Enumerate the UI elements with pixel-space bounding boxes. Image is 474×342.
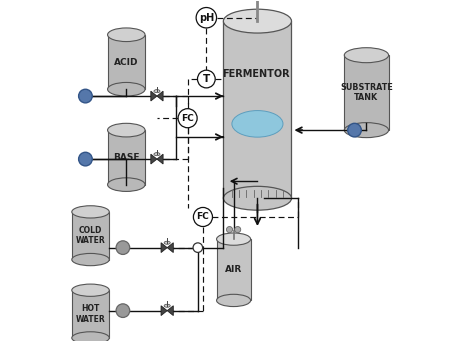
Circle shape	[235, 226, 241, 233]
Ellipse shape	[108, 28, 145, 42]
Ellipse shape	[223, 9, 292, 33]
Bar	[72, 212, 109, 260]
Text: HOT
WATER: HOT WATER	[76, 304, 105, 324]
Text: FC: FC	[197, 212, 210, 222]
Polygon shape	[161, 306, 167, 316]
Bar	[217, 239, 251, 300]
Text: pH: pH	[199, 13, 214, 23]
Text: T: T	[203, 74, 210, 84]
Ellipse shape	[72, 332, 109, 342]
Circle shape	[116, 304, 130, 317]
Circle shape	[198, 70, 215, 88]
Text: BASE: BASE	[113, 153, 139, 162]
Bar	[108, 130, 145, 185]
Ellipse shape	[164, 241, 170, 244]
Ellipse shape	[108, 178, 145, 192]
Ellipse shape	[154, 153, 160, 156]
Ellipse shape	[108, 123, 145, 137]
Bar	[72, 290, 109, 338]
Polygon shape	[167, 243, 173, 252]
Ellipse shape	[344, 48, 389, 63]
Circle shape	[348, 123, 361, 137]
Bar	[344, 55, 389, 130]
Circle shape	[227, 226, 233, 233]
Text: FERMENTOR: FERMENTOR	[222, 69, 290, 79]
Polygon shape	[161, 243, 167, 252]
Text: COLD
WATER: COLD WATER	[76, 226, 105, 246]
Text: SUBSTRATE
TANK: SUBSTRATE TANK	[340, 83, 393, 102]
Polygon shape	[157, 154, 163, 164]
Ellipse shape	[108, 82, 145, 96]
Polygon shape	[151, 154, 157, 164]
Ellipse shape	[232, 110, 283, 137]
Bar	[223, 21, 292, 198]
Polygon shape	[151, 91, 157, 101]
Polygon shape	[157, 91, 163, 101]
Ellipse shape	[154, 90, 160, 93]
Polygon shape	[167, 306, 173, 316]
Ellipse shape	[217, 233, 251, 245]
Ellipse shape	[72, 253, 109, 266]
Ellipse shape	[223, 186, 292, 210]
Circle shape	[116, 241, 130, 254]
Text: AIR: AIR	[225, 265, 242, 274]
Circle shape	[193, 243, 202, 252]
Ellipse shape	[72, 284, 109, 297]
Text: ACID: ACID	[114, 57, 138, 66]
Ellipse shape	[164, 304, 170, 307]
Circle shape	[79, 89, 92, 103]
Circle shape	[196, 8, 217, 28]
Circle shape	[193, 208, 212, 226]
Ellipse shape	[72, 206, 109, 218]
Ellipse shape	[217, 294, 251, 306]
Bar	[108, 35, 145, 89]
Text: FC: FC	[181, 114, 194, 123]
Ellipse shape	[344, 123, 389, 137]
Circle shape	[178, 109, 197, 128]
Circle shape	[79, 152, 92, 166]
